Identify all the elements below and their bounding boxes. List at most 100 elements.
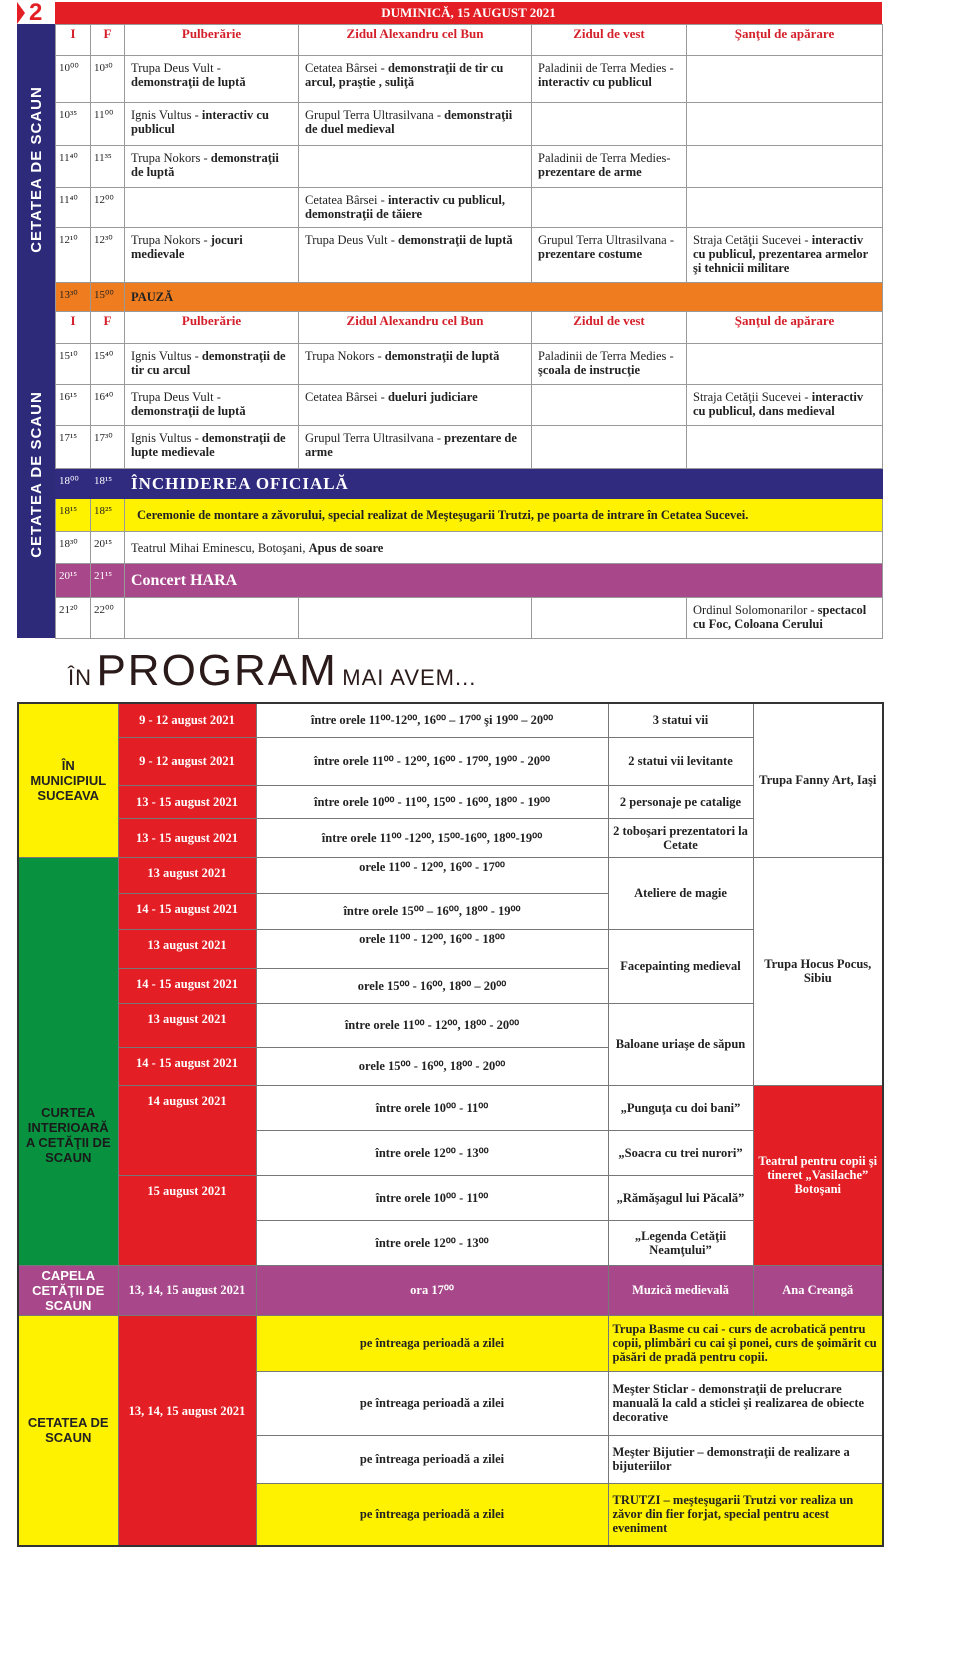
program-row: 13 - 15 august 2021 între orele 10⁰⁰ - 11…	[18, 784, 883, 819]
start-time: 15¹⁰	[55, 343, 91, 385]
start-time: 12¹⁰	[55, 227, 91, 283]
table-row: 12¹⁰ 12³⁰ Trupa Nokors - jocuri medievale T…	[55, 227, 883, 283]
troupe-cell: Teatrul pentru copii şi tineret „Vasilac…	[752, 1084, 884, 1266]
event-cell	[531, 384, 687, 426]
end-time: 11³⁵	[90, 145, 125, 188]
activity: demonstraţii de tir cu arcul, praştie , …	[305, 61, 504, 89]
program-row: 15 august 2021 între orele 10⁰⁰ - 11⁰⁰ „Ră…	[18, 1174, 883, 1266]
hours-cell-text: orele 11⁰⁰ - 12⁰⁰, 16⁰⁰ - 18⁰⁰	[359, 931, 505, 946]
hours-cell: între orele 10⁰⁰ - 11⁰⁰	[255, 1084, 609, 1131]
end-time: 10³⁰	[90, 55, 125, 103]
program-row: CURTEA INTERIOARĂ A CETĂŢII DE SCAUN 13 a…	[17, 856, 884, 1266]
activity: demonstraţii de duel medieval	[305, 108, 513, 136]
activity-cell-text: „Rămăşagul lui Păcală”	[616, 1190, 745, 1205]
header-label: F	[103, 26, 112, 41]
activity-cell: Facepainting medieval	[607, 928, 754, 1004]
activity-cell-text: „Legenda Cetăţii Neamţului”	[634, 1228, 727, 1257]
date-cell-text: 13 august 2021	[147, 1011, 227, 1026]
act-cell: Muzică medievală	[607, 1264, 754, 1316]
activity-cell-text: Trupa Basme cu cai - curs de acrobatică …	[612, 1322, 877, 1364]
hours-cell-text: orele 15⁰⁰ - 16⁰⁰, 18⁰⁰ – 20⁰⁰	[357, 978, 507, 993]
hours-cell: pe întreaga perioadă a zilei	[255, 1370, 609, 1436]
event-cell: Grupul Terra Ultrasilvana - demonstraţii…	[298, 102, 532, 146]
end-time: 22⁰⁰	[90, 597, 125, 639]
troupe-cell: Trupa Fanny Art, Iaşi	[752, 702, 884, 858]
column-header: Şanţul de apărare	[686, 24, 883, 56]
date-cell: 13 august 2021	[117, 1002, 257, 1048]
header-label: Şanţul de apărare	[734, 26, 835, 41]
table-row: 16¹⁵ 16⁴⁰ Trupa Deus Vult - demonstraţii d…	[55, 384, 883, 426]
program-row: CAPELA CETĂŢII DE SCAUN 13, 14, 15 august…	[17, 1264, 884, 1316]
activity: demonstraţii de tir cu arcul	[131, 349, 286, 377]
end-time-text: 18¹⁵	[94, 475, 113, 487]
date-cell-text: 15 august 2021	[147, 1183, 227, 1198]
hours-cell: între orele 10⁰⁰ - 11⁰⁰	[255, 1174, 609, 1221]
closing-row-label: ÎNCHIDEREA OFICIALĂ	[124, 468, 883, 499]
program-row: 14 - 15 august 2021 orele 15⁰⁰ - 16⁰⁰, 18…	[18, 1046, 883, 1086]
program-row: 13 august 2021 între orele 11⁰⁰ - 12⁰⁰, 1…	[18, 1002, 883, 1086]
event-cell: Trupa Nokors - demonstraţii de luptă	[124, 145, 299, 188]
date-cell: 13 - 15 august 2021	[117, 784, 257, 819]
activity: şcoala de instrucţie	[538, 363, 641, 377]
end-time-text: 18²⁵	[94, 505, 113, 517]
table-row: 17¹⁵ 17³⁰ Ignis Vultus - demonstraţii de l…	[55, 425, 883, 469]
start-time-text: 16¹⁵	[59, 391, 78, 403]
location-cell: CURTEA INTERIOARĂ A CETĂŢII DE SCAUN	[17, 856, 119, 1266]
program-row: 14 august 2021 între orele 10⁰⁰ - 11⁰⁰ „Pu…	[18, 1084, 884, 1266]
activity-cell: „Legenda Cetăţii Neamţului”	[607, 1219, 754, 1266]
column-header: F	[90, 24, 125, 56]
venue-label-text: CETATEA DE SCAUN	[27, 391, 45, 558]
event-cell: Trupa Deus Vult - demonstraţii de luptă	[124, 384, 299, 426]
date-cell: 13, 14, 15 august 2021	[117, 1264, 257, 1316]
end-time-text: 15⁰⁰	[94, 289, 114, 301]
activity: interactiv cu publicul	[131, 108, 269, 136]
act-cell-text: Muzică medievală	[632, 1283, 729, 1297]
end-time: 15⁰⁰	[90, 282, 125, 312]
date-cell-text: 13 august 2021	[147, 937, 227, 952]
activity: demonstraţii de lupte medievale	[131, 431, 286, 459]
hours-cell: între orele 15⁰⁰ – 16⁰⁰, 18⁰⁰ - 19⁰⁰	[255, 892, 609, 930]
header-label: Zidul de vest	[573, 313, 645, 328]
date-cell: 14 - 15 august 2021	[117, 892, 257, 930]
event-cell: Trupa Deus Vult - demonstraţii de luptă	[124, 55, 299, 103]
event-cell: Straja Cetăţii Sucevei - interactiv cu p…	[686, 384, 883, 426]
date-cell-text: 14 - 15 august 2021	[135, 1055, 239, 1070]
header-row: I F Pulberărie Zidul Alexandru cel Bun Zidul…	[55, 311, 883, 344]
hours-cell-text: pe întreaga perioadă a zilei	[359, 1336, 505, 1350]
table-row: 21²⁰ 22⁰⁰ Ordinul Solomonarilor - spectaco…	[55, 597, 883, 639]
event-cell	[531, 102, 687, 146]
event-cell	[531, 187, 687, 228]
date-cell-text: 14 - 15 august 2021	[135, 901, 239, 916]
hours-cell: între orele 12⁰⁰ - 13⁰⁰	[255, 1219, 609, 1266]
event-cell: Trupa Nokors - demonstraţii de luptă	[298, 343, 532, 385]
end-time-text: 11⁰⁰	[94, 109, 114, 121]
date-cell-text: 13, 14, 15 august 2021	[128, 1283, 246, 1297]
event-cell: Grupul Terra Ultrasilvana - prezentare c…	[531, 227, 687, 283]
hours-cell: între orele 11⁰⁰ - 12⁰⁰, 18⁰⁰ - 20⁰⁰	[255, 1002, 609, 1048]
activity: demonstraţii de luptă	[131, 75, 246, 89]
event-cell	[531, 425, 687, 469]
end-time-text: 11³⁵	[94, 152, 112, 164]
troupe-cell-text: Trupa Fanny Art, Iaşi	[759, 773, 877, 788]
start-time-text: 20¹⁵	[59, 570, 78, 582]
date-cell-text: 9 - 12 august 2021	[139, 754, 235, 768]
start-time: 18³⁰	[55, 531, 91, 564]
start-time-text: 17¹⁵	[59, 432, 78, 444]
hours-cell: între orele 12⁰⁰ - 13⁰⁰	[255, 1129, 609, 1176]
activity-cell-text: Facepainting medieval	[620, 959, 741, 973]
activity: demonstraţii de luptă	[131, 404, 246, 418]
performer: Teatrul Mihai Eminescu, Botoşani,	[131, 540, 309, 555]
event-cell	[686, 55, 883, 103]
pause-row: 13³⁰ 15⁰⁰ PAUZĂ	[55, 282, 883, 312]
event-cell: Cetatea Bârsei - dueluri judiciare	[298, 384, 532, 426]
performer: Ordinul Solomonarilor -	[693, 603, 818, 617]
performer: Straja Cetăţii Sucevei -	[693, 233, 812, 247]
header-label: Pulberărie	[181, 26, 242, 41]
activity: jocuri medievale	[131, 233, 243, 261]
event-cell	[686, 102, 883, 146]
start-time-text: 15¹⁰	[59, 350, 78, 362]
activity-cell-text: Meşter Bijutier – demonstraţii de realiz…	[612, 1445, 850, 1473]
activity-cell-text: Ateliere de magie	[634, 886, 727, 900]
header-row: I F Pulberărie Zidul Alexandru cel Bun Zidul…	[55, 24, 883, 56]
event-cell: Ignis Vultus - demonstraţii de lupte med…	[124, 425, 299, 469]
